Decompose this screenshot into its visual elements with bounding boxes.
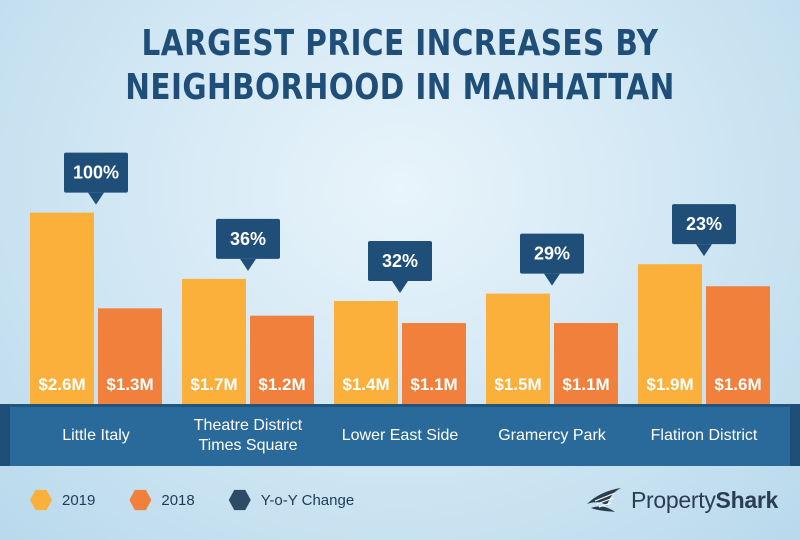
legend-label-2: Y-o-Y Change [260,491,355,509]
yoy-label-0: 100% [73,163,119,183]
category-label-4: Flatiron District [651,427,758,444]
bar-2018-3 [554,323,618,404]
bar-label-2019-4: $1.9M [646,375,693,394]
chart-title: LARGEST PRICE INCREASES BY NEIGHBORHOOD … [72,22,728,110]
legend-item-2: Y-o-Y Change [228,489,355,511]
bar-label-2018-0: $1.3M [106,375,153,394]
bar-2018-1 [250,315,314,404]
yoy-callout-pointer-1 [240,258,256,271]
bar-label-2019-2: $1.4M [342,375,389,394]
category-band-edge [10,404,790,407]
category-label-1-line-1: Times Square [199,437,298,454]
legend-label-0: 2019 [62,491,96,509]
yoy-callout-2 [368,240,432,281]
yoy-callout-pointer-2 [392,280,408,293]
yoy-callout-pointer-0 [88,192,104,205]
title-line-1: LARGEST PRICE INCREASES BY [141,23,659,64]
bar-label-2019-1: $1.7M [190,375,237,394]
yoy-label-1: 36% [230,229,266,249]
bar-label-2018-3: $1.1M [562,375,609,394]
legend-item-0: 2019 [30,489,95,511]
category-label-1-line-0: Theatre District [194,417,303,434]
yoy-callout-pointer-3 [544,273,560,286]
propertyshark-logo: PropertyShark [585,483,778,517]
category-label-2: Lower East Side [342,427,459,444]
logo-text: PropertyShark [631,487,778,514]
logo-text-light: Property [631,486,716,513]
category-label-0: Little Italy [62,427,130,444]
band-right-cap [790,404,800,466]
shark-fin-icon [587,488,621,512]
legend-item-1: 2018 [129,489,195,511]
bar-label-2019-3: $1.5M [494,375,541,394]
bar-label-2018-2: $1.1M [410,375,457,394]
bar-2019-4 [638,264,702,404]
legend: 2019 2018 Y-o-Y Change [30,485,388,515]
title-line-2: NEIGHBORHOOD IN MANHATTAN [125,67,675,108]
legend-swatch-1 [129,489,152,511]
bar-2019-2 [334,300,398,404]
logo-text-bold: Shark [715,486,779,513]
bar-label-2018-1: $1.2M [258,375,305,394]
legend-swatch-0 [30,489,52,511]
bar-label-2019-0: $2.6M [38,375,85,394]
yoy-label-3: 29% [534,244,570,264]
bar-2019-3 [486,293,550,404]
bar-2018-4 [706,286,770,404]
category-band [10,404,790,466]
legend-swatch-2 [228,489,251,511]
yoy-label-4: 23% [686,214,722,234]
category-label-3: Gramercy Park [498,427,607,444]
bar-2019-1 [182,278,246,404]
bar-label-2018-4: $1.6M [714,375,761,394]
yoy-callout-3 [520,233,584,274]
band-left-cap [0,404,10,466]
yoy-label-2: 32% [382,251,418,271]
yoy-callout-0 [64,152,128,193]
bar-2018-0 [98,308,162,404]
legend-label-1: 2018 [161,491,195,509]
bar-2018-2 [402,323,466,404]
bar-2019-0 [30,212,94,404]
yoy-callout-4 [672,204,736,245]
yoy-callout-1 [216,218,280,259]
yoy-callout-pointer-4 [696,244,712,257]
